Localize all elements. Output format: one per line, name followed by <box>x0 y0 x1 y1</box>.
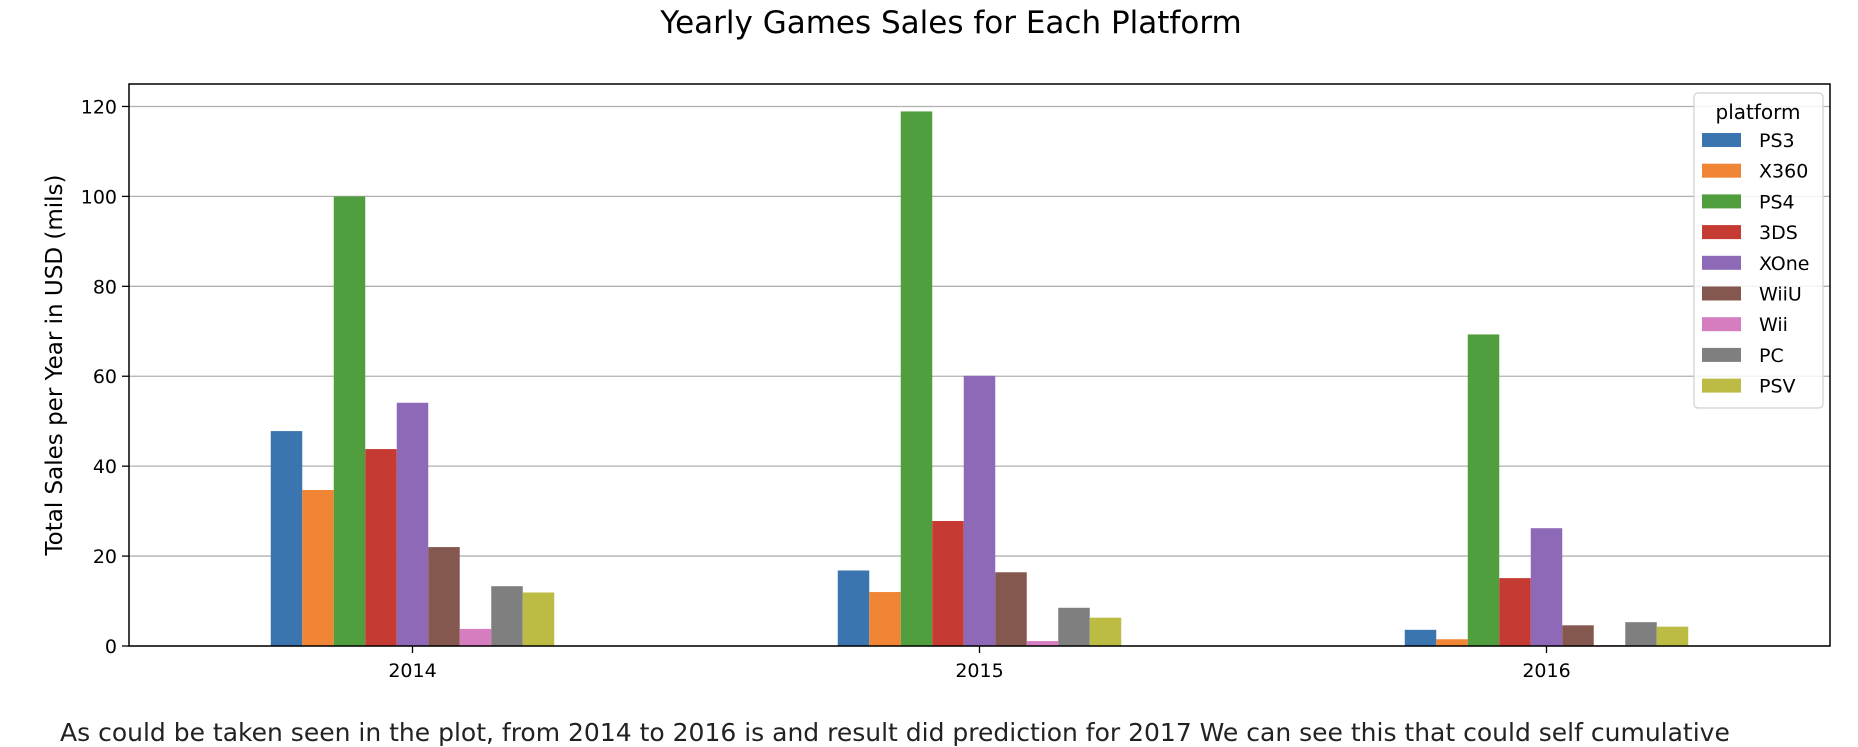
bars <box>270 111 1689 646</box>
bar-pc-2014 <box>491 586 523 646</box>
bar-wiiu-2014 <box>428 547 460 646</box>
legend-label-psv: PSV <box>1759 376 1796 398</box>
y-tick-label: 120 <box>81 96 117 118</box>
bar-wii-2015 <box>1026 641 1059 646</box>
y-tick-label: 80 <box>93 276 117 298</box>
y-ticks: 0 20 40 60 80 100 120 <box>81 96 129 658</box>
legend-swatch-pc <box>1702 347 1741 362</box>
legend-swatch-3ds <box>1702 225 1741 240</box>
bar-ps3-2015 <box>837 570 870 646</box>
legend-label-wii: Wii <box>1759 314 1788 336</box>
bar-ps3-2014 <box>270 431 303 646</box>
legend-label-pc: PC <box>1759 345 1784 367</box>
bar-psv-2016 <box>1656 626 1689 646</box>
legend-swatch-wiiu <box>1702 286 1741 301</box>
y-tick-label: 60 <box>93 366 117 388</box>
bar-ps3-2016 <box>1404 629 1437 646</box>
y-axis-label: Total Sales per Year in USD (mils) <box>42 175 68 557</box>
legend-swatch-ps3 <box>1702 133 1741 147</box>
legend-label-ps4: PS4 <box>1759 191 1795 213</box>
y-tick-label: 100 <box>81 186 117 208</box>
bar-wiiu-2015 <box>995 572 1027 646</box>
bar-psv-2014 <box>522 592 555 646</box>
bar-3ds-2014 <box>365 449 397 646</box>
bar-ps4-2014 <box>333 196 366 646</box>
y-tick-label: 20 <box>93 546 117 568</box>
legend-swatch-psv <box>1702 378 1741 393</box>
legend-swatch-ps4 <box>1702 194 1741 209</box>
legend-swatch-wii <box>1702 317 1741 332</box>
legend-title: platform <box>1716 100 1801 124</box>
x-tick-label: 2016 <box>1522 660 1570 682</box>
legend-swatch-x360 <box>1702 163 1741 178</box>
bar-x360-2014 <box>302 489 334 646</box>
legend-label-x360: X360 <box>1759 161 1808 183</box>
bar-ps4-2016 <box>1467 334 1500 646</box>
bar-wiiu-2016 <box>1562 625 1594 646</box>
bar-psv-2015 <box>1089 617 1122 646</box>
legend: platform PS3 X360 PS4 3DS XOne WiiU Wii PC PSV <box>1693 92 1824 409</box>
x-tick-label: 2014 <box>388 660 436 682</box>
x-tick-label: 2015 <box>955 660 1003 682</box>
legend-label-wiiu: WiiU <box>1759 284 1802 306</box>
legend-label-3ds: 3DS <box>1759 222 1798 244</box>
y-tick-label: 40 <box>93 456 117 478</box>
x-ticks: 2014 2015 2016 <box>388 646 1571 682</box>
chart-title: Yearly Games Sales for Each Platform <box>659 5 1241 41</box>
bar-wii-2014 <box>459 628 492 646</box>
bar-xone-2015 <box>963 375 996 646</box>
legend-label-ps3: PS3 <box>1759 130 1795 152</box>
bar-xone-2016 <box>1530 528 1563 646</box>
bar-x360-2015 <box>869 592 901 646</box>
bar-3ds-2015 <box>932 521 964 646</box>
bar-pc-2015 <box>1058 607 1090 646</box>
bar-ps4-2015 <box>900 111 933 646</box>
y-tick-label: 0 <box>105 636 117 658</box>
legend-label-xone: XOne <box>1759 253 1810 275</box>
legend-swatch-xone <box>1702 255 1741 270</box>
bar-pc-2016 <box>1625 622 1657 646</box>
bar-x360-2016 <box>1436 639 1468 646</box>
bar-xone-2014 <box>396 402 429 646</box>
bar-3ds-2016 <box>1499 578 1531 646</box>
caption-text: As could be taken seen in the plot, from… <box>60 718 1730 747</box>
